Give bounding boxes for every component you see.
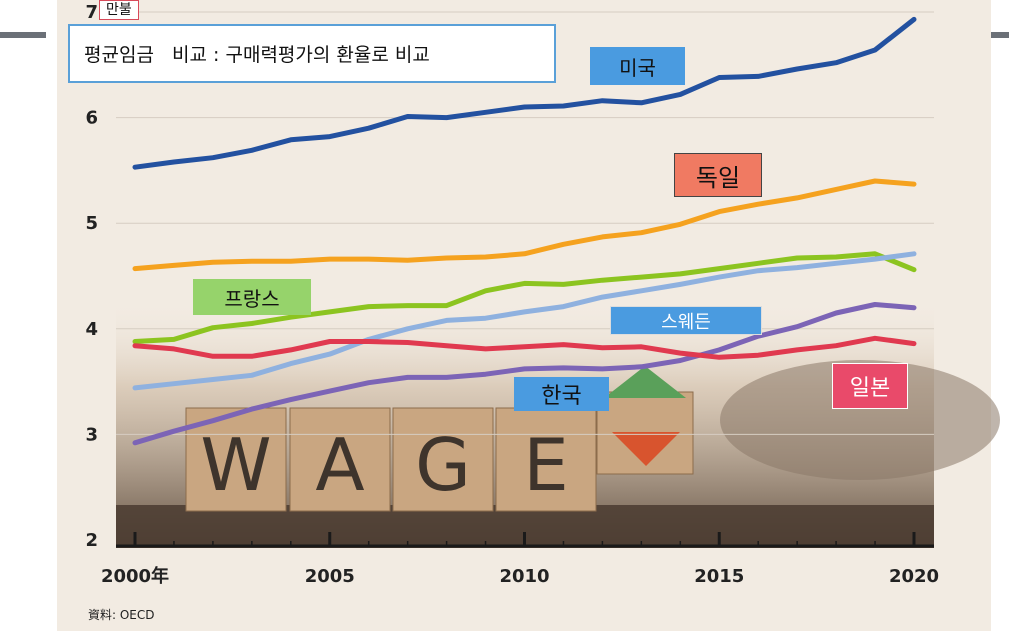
series-line-sweden [132, 251, 917, 391]
series-lines [132, 16, 917, 446]
legend-label-germany: 독일 [674, 153, 762, 197]
wage-block-g: G [392, 407, 494, 512]
x-tick-label: 2000年 [101, 565, 169, 587]
svg-text:A: A [315, 423, 364, 507]
gridlines [116, 11, 934, 435]
legend-label-us: 미국 [590, 47, 685, 85]
y-tick-label: 2 [85, 530, 98, 551]
y-tick-label: 4 [85, 319, 98, 340]
legend-label-korea: 한국 [514, 377, 609, 411]
svg-text:W: W [200, 423, 271, 507]
x-tick-label: 2015 [694, 566, 744, 587]
x-tick-label: 2010 [499, 566, 549, 587]
arrow-block [596, 366, 694, 475]
axes: 2 3 4 5 6 7 2000年 2005 2010 2015 2020 [85, 2, 939, 587]
legend-label-sweden: 스웨든 [610, 306, 762, 335]
series-line-france [132, 251, 917, 344]
y-tick-label: 7 [85, 2, 98, 23]
y-tick-label: 6 [85, 108, 98, 129]
series-line-korea [132, 302, 917, 446]
wage-block-e: E [495, 407, 597, 512]
x-tick-label: 2020 [889, 566, 939, 587]
series-line-us [132, 16, 917, 170]
series-line-germany [132, 178, 917, 272]
series-line-japan [132, 335, 917, 360]
legend-label-japan: 일본 [832, 363, 908, 409]
wage-blocks-photo: W A G E [116, 300, 1000, 548]
left-divider-bar [0, 32, 46, 38]
right-divider-bar [991, 32, 1009, 38]
source-note: 資料: OECD [88, 608, 155, 622]
x-tick-label: 2005 [305, 566, 355, 587]
wage-block-a: A [289, 407, 391, 512]
svg-text:E: E [523, 423, 569, 507]
y-tick-label: 3 [85, 424, 98, 445]
y-tick-label: 5 [85, 213, 98, 234]
y-axis-unit-label: 만불 [99, 0, 139, 20]
svg-text:G: G [415, 423, 471, 507]
chart-title: 평균임금 비교 : 구매력평가의 환율로 비교 [68, 24, 556, 83]
legend-label-france: 프랑스 [193, 279, 311, 315]
